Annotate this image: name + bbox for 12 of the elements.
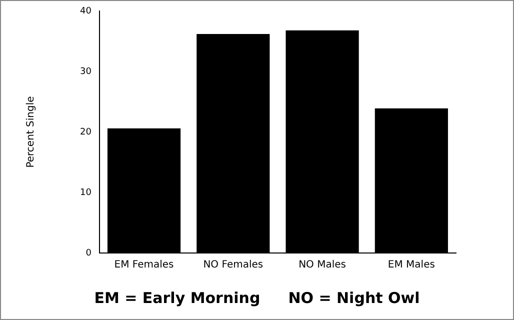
y-tick-label: 40 [80,6,92,16]
y-tick-label: 10 [80,188,92,198]
y-tick-label: 20 [80,127,92,138]
y-tick-label: 30 [80,66,92,77]
x-tick-label: NO Males [298,260,346,271]
text: NO = Night Owl [288,289,420,307]
x-tick-label: NO Females [203,260,264,271]
x-tick-label: EM Females [114,260,174,271]
y-axis-title: Percent Single [26,96,37,168]
text: EM = Early Morning [94,289,260,307]
y-tick-label: 0 [86,248,92,258]
x-tick-label: EM Males [388,260,435,271]
